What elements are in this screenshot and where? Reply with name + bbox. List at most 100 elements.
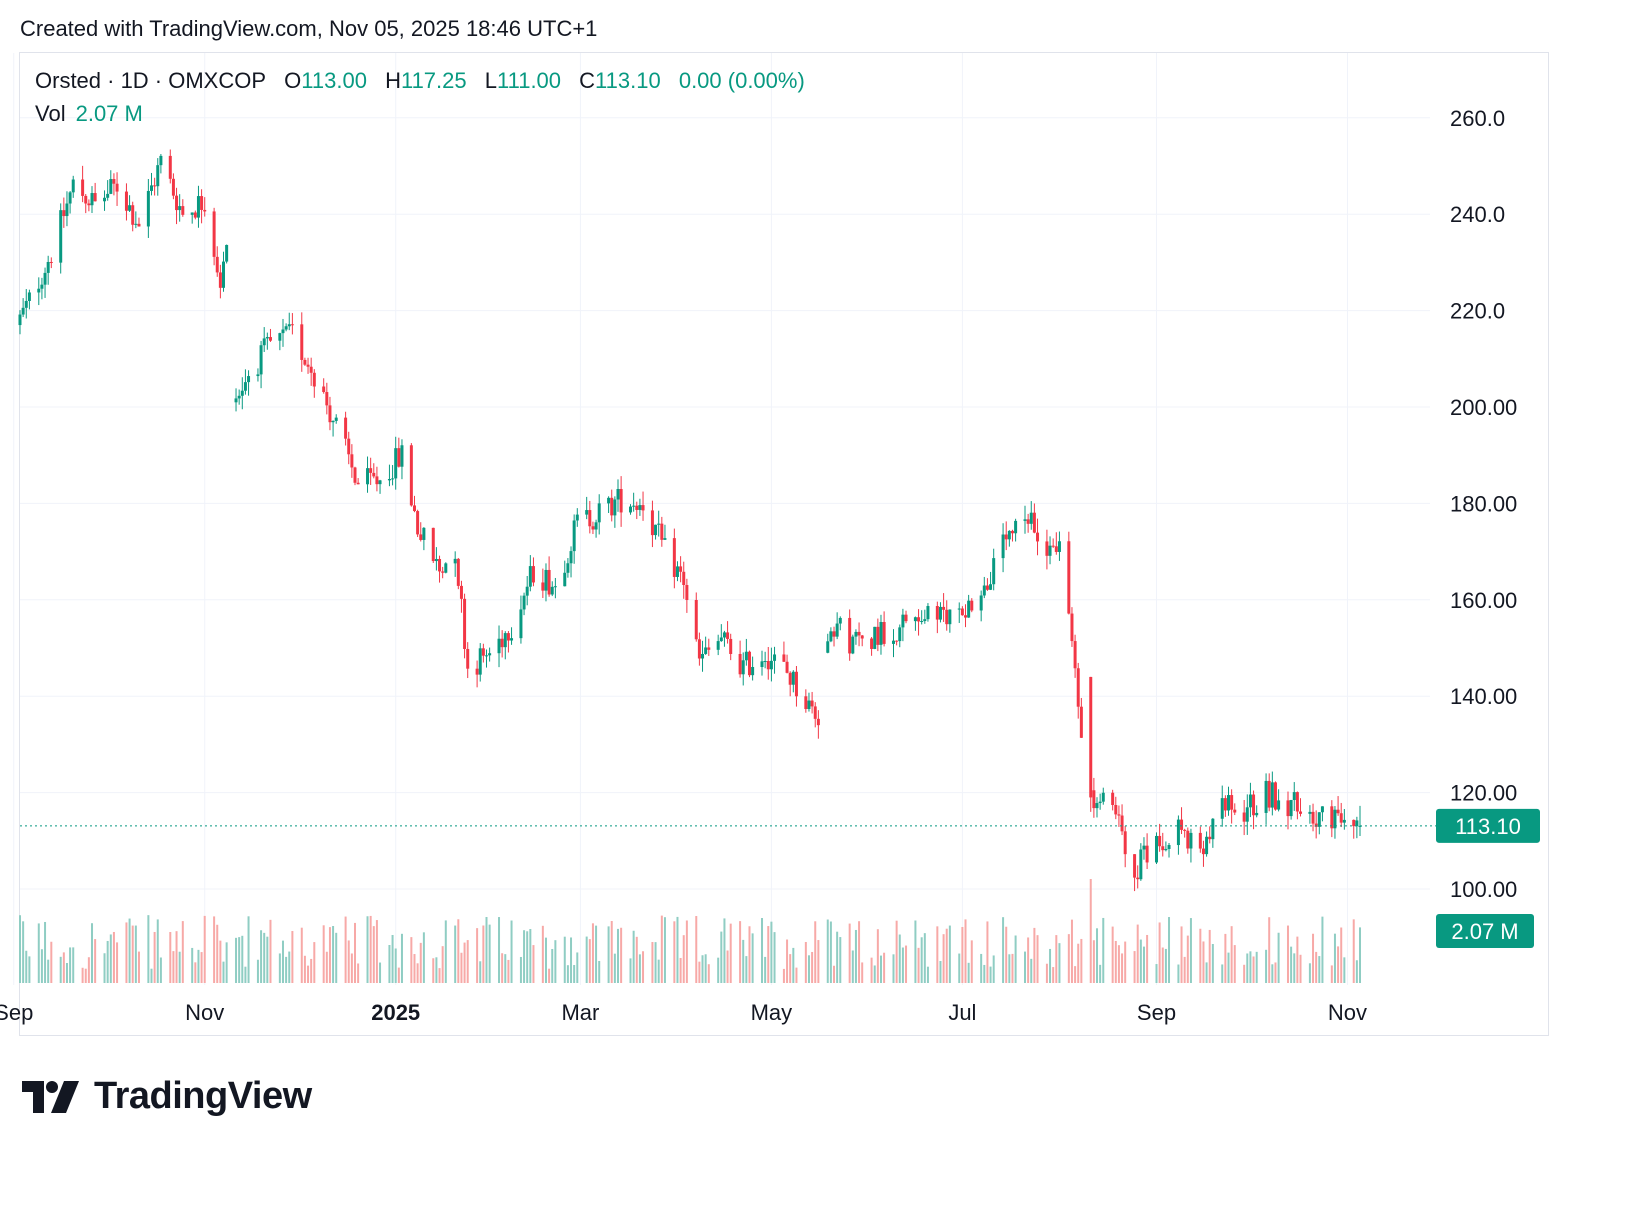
candle-body — [1036, 532, 1040, 542]
volume-bar — [507, 959, 510, 983]
volume-bar — [679, 957, 682, 983]
x-tick-label: Sep — [1137, 1000, 1176, 1025]
candle — [1189, 828, 1193, 863]
volume-bar — [1114, 940, 1117, 983]
volume-bar — [400, 933, 403, 983]
volume-bar — [344, 916, 347, 983]
volume-bar — [1333, 933, 1336, 983]
candle-body — [268, 337, 272, 341]
volume-bar — [1308, 963, 1311, 983]
volume-bar — [62, 952, 65, 983]
candle-body — [982, 585, 986, 596]
candle-body — [957, 608, 961, 610]
volume-bar — [519, 956, 522, 983]
candle — [18, 310, 22, 335]
volume-bar — [291, 931, 294, 983]
volume-bar — [444, 920, 447, 983]
candle — [268, 328, 272, 342]
candle — [751, 656, 755, 681]
candle — [773, 646, 777, 674]
volume-bar — [1183, 956, 1186, 983]
volume-bar — [112, 931, 115, 983]
candle — [106, 180, 110, 201]
volume-bar — [263, 932, 266, 983]
candle-body — [1273, 782, 1277, 810]
candle — [325, 382, 329, 415]
candle — [860, 634, 864, 647]
volume-bar — [28, 956, 31, 983]
candle — [522, 592, 526, 616]
volume-bar — [87, 957, 90, 983]
volume-bar — [767, 926, 770, 983]
candle-body — [1208, 836, 1212, 840]
x-tick-label: Mar — [561, 1000, 599, 1025]
candle-body — [917, 617, 921, 622]
volume-bar — [654, 942, 657, 983]
candle-body — [456, 558, 460, 586]
volume-bar — [369, 915, 372, 983]
candle-body — [331, 420, 335, 423]
candle — [585, 496, 589, 520]
candle — [791, 670, 795, 693]
candle — [1164, 841, 1168, 852]
volume-bar — [200, 952, 203, 983]
last-price-tag: 113.10 — [1436, 808, 1540, 843]
volume-bar — [836, 931, 839, 983]
candle-body — [281, 329, 285, 334]
tradingview-logo-icon — [22, 1080, 79, 1113]
volume-bar — [914, 920, 917, 983]
candle — [21, 298, 25, 318]
volume-bar — [479, 961, 482, 983]
candle-body — [1333, 809, 1337, 829]
volume-bar — [1202, 941, 1205, 983]
candle-body — [1014, 520, 1018, 534]
volume-bar — [1321, 916, 1324, 983]
candle — [1264, 773, 1268, 825]
candle-body — [181, 206, 185, 215]
volume-bar — [40, 949, 43, 983]
volume-bar — [698, 961, 701, 983]
candle — [328, 396, 332, 431]
y-axis: 260.0 240.0 220.0 200.00 180.00 160.00 140.00 1… — [1450, 106, 1517, 902]
candle — [942, 593, 946, 622]
volume-bar — [1211, 944, 1214, 983]
candle — [1010, 529, 1014, 542]
volume-bar — [1005, 926, 1008, 983]
volume-bar — [225, 942, 228, 983]
candle-body — [920, 620, 924, 622]
candle-body — [178, 206, 182, 211]
volume-bar — [917, 947, 920, 983]
volume-bar — [501, 953, 504, 983]
volume-bar — [281, 940, 284, 983]
candle-body — [350, 454, 354, 468]
candle-body — [497, 638, 501, 654]
candle — [938, 602, 942, 623]
volume-bar — [632, 930, 635, 983]
candle — [782, 641, 786, 662]
volume-bar — [328, 927, 331, 983]
candle-body — [1070, 613, 1074, 642]
candle — [788, 671, 792, 697]
candle — [1208, 826, 1212, 844]
volume-bar — [573, 965, 576, 983]
candle-body — [838, 617, 842, 624]
candle — [982, 576, 986, 599]
candle-body — [312, 372, 316, 387]
candle — [892, 629, 896, 658]
volume-bar — [905, 945, 908, 983]
legend-open-value: 113.00 — [301, 68, 367, 93]
tradingview-logo[interactable]: TradingView — [22, 1075, 312, 1118]
candle — [964, 604, 968, 628]
volume-bar — [576, 952, 579, 983]
legend-vol-value: 2.07 M — [75, 101, 143, 126]
candle-body — [632, 505, 636, 507]
volume-bar — [591, 923, 594, 983]
chart-frame — [19, 52, 1549, 1036]
candle-body — [43, 272, 47, 285]
x-tick-label: Nov — [185, 1000, 224, 1025]
candle-body — [923, 619, 927, 621]
candle — [1036, 518, 1040, 556]
tradingview-logo-text: TradingView — [94, 1075, 312, 1117]
volume-bar — [1274, 962, 1277, 983]
